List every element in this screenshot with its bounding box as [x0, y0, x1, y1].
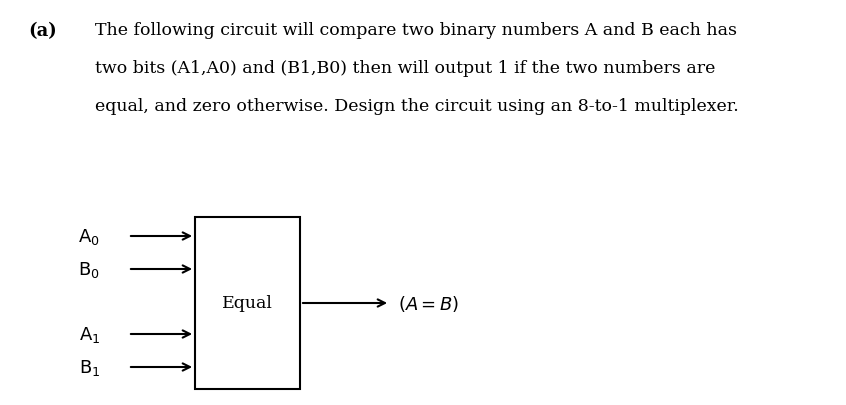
Text: $(A = B)$: $(A = B)$	[398, 293, 459, 313]
Text: $\mathrm{B}_{1}$: $\mathrm{B}_{1}$	[79, 357, 100, 377]
Text: equal, and zero otherwise. Design the circuit using an 8-to-1 multiplexer.: equal, and zero otherwise. Design the ci…	[95, 98, 739, 115]
Text: Equal: Equal	[222, 295, 273, 312]
Text: $\mathrm{A}_{1}$: $\mathrm{A}_{1}$	[79, 324, 100, 344]
Text: two bits (A1,A0) and (B1,B0) then will output 1 if the two numbers are: two bits (A1,A0) and (B1,B0) then will o…	[95, 60, 716, 77]
Text: (a): (a)	[28, 22, 57, 40]
Text: $\mathrm{A}_{0}$: $\mathrm{A}_{0}$	[79, 226, 100, 246]
Text: $\mathrm{B}_{0}$: $\mathrm{B}_{0}$	[79, 259, 100, 279]
Text: The following circuit will compare two binary numbers A and B each has: The following circuit will compare two b…	[95, 22, 737, 39]
Bar	[195, 217, 300, 389]
